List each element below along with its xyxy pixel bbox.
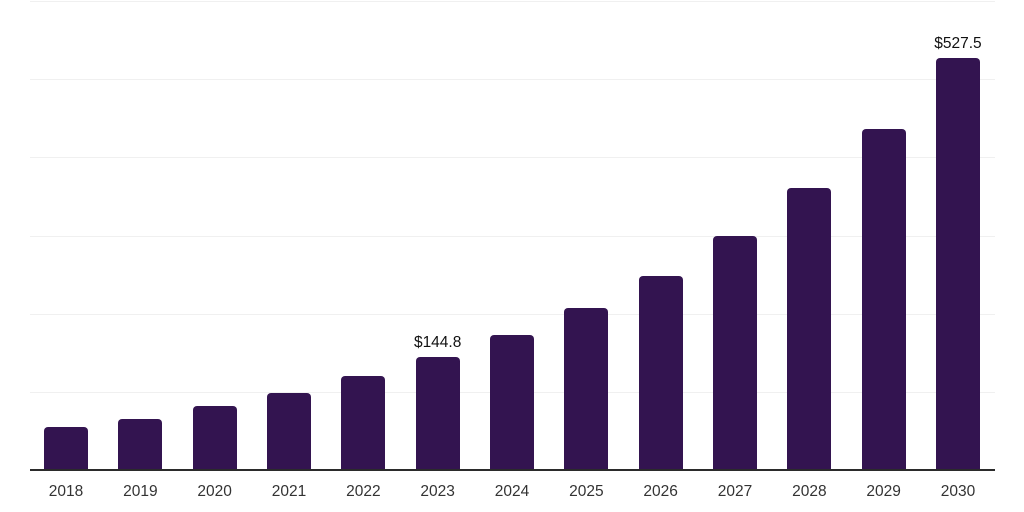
x-tick-2020: 2020 [197,483,232,500]
x-tick-2023: 2023 [420,483,455,500]
x-tick-2027: 2027 [717,483,753,500]
bar-2021 [266,393,311,470]
bar-2020 [192,405,237,470]
gridline-300 [30,235,995,237]
bar-2019 [118,419,163,470]
x-tick-2028: 2028 [792,483,827,500]
bar-2028 [787,187,832,470]
bar-2023 [415,356,460,470]
bar-2018 [44,427,88,470]
x-tick-2018: 2018 [48,483,84,500]
x-tick-2024: 2024 [494,483,530,500]
bar-2024 [489,335,534,470]
data-label-2023: $144.8 [413,333,462,351]
gridline-200 [30,313,995,315]
x-tick-2021: 2021 [271,483,307,500]
gridline-600 [30,1,995,2]
bar-2029 [861,129,906,470]
plot-area: $144.8 $527.5 [30,1,995,470]
bar-2030 [935,57,980,470]
x-tick-2026: 2026 [643,483,678,500]
bar-2022 [341,375,386,470]
x-axis-ticks: 2018 2019 2020 2021 2022 2023 2024 2025 2026 2027… [30,481,995,503]
bar-2026 [638,276,683,470]
x-tick-2022: 2022 [346,483,381,500]
x-tick-2029: 2029 [866,483,901,500]
x-axis-line [30,469,995,471]
gridline-400 [30,157,995,159]
x-tick-2030: 2030 [940,483,976,500]
bar-2027 [712,235,757,470]
gridline-500 [30,79,995,81]
x-tick-2019: 2019 [123,483,158,500]
data-label-2030: $527.5 [934,34,982,52]
x-tick-2025: 2025 [569,483,604,500]
bar-2025 [564,308,609,470]
